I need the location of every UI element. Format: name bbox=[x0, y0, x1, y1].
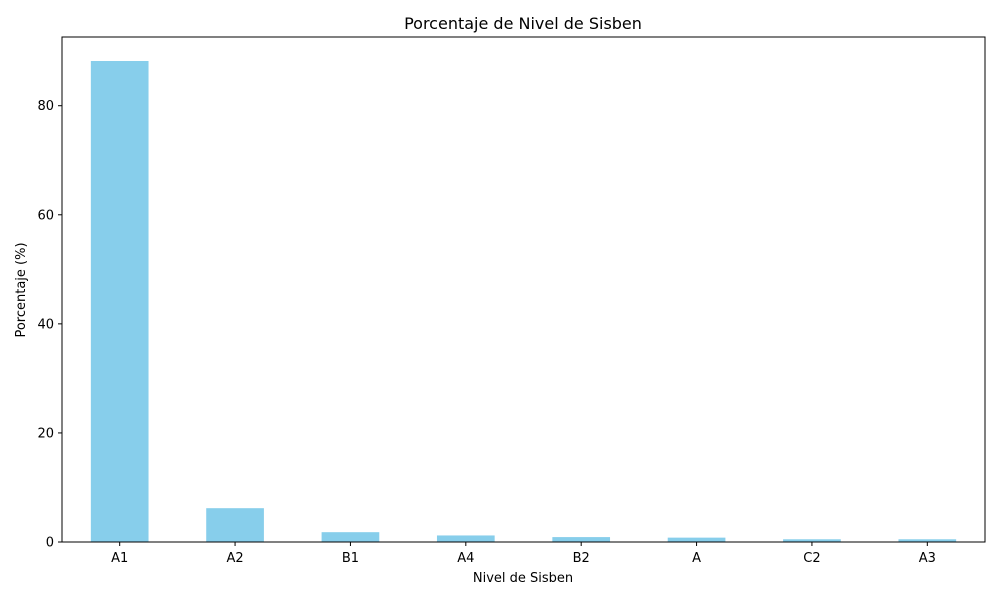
x-tick-label: A4 bbox=[457, 551, 474, 566]
chart-title: Porcentaje de Nivel de Sisben bbox=[404, 14, 642, 33]
bar-A1 bbox=[90, 60, 149, 543]
x-tick-label: A1 bbox=[111, 551, 128, 566]
bar-C2 bbox=[783, 539, 841, 542]
x-tick-label: A2 bbox=[226, 551, 243, 566]
y-tick-label: 40 bbox=[37, 317, 54, 332]
y-tick-label: 20 bbox=[37, 426, 54, 441]
x-tick-label: A3 bbox=[919, 551, 936, 566]
plot-area bbox=[90, 60, 957, 543]
x-tick-label: B2 bbox=[573, 551, 590, 566]
y-axis-label: Porcentaje (%) bbox=[14, 242, 29, 337]
x-axis: A1 A2 B1 A4 B2 A C2 A3 bbox=[111, 542, 936, 566]
x-tick-label: C2 bbox=[803, 551, 820, 566]
y-axis: 0 20 40 60 80 bbox=[37, 99, 62, 551]
x-tick-label: A bbox=[692, 551, 701, 566]
bar-A2 bbox=[206, 508, 264, 542]
bar-A3 bbox=[898, 539, 957, 542]
bar-B1 bbox=[321, 532, 380, 542]
bar-B2 bbox=[552, 537, 611, 542]
bar-A4 bbox=[436, 535, 495, 542]
x-axis-label: Nivel de Sisben bbox=[473, 571, 573, 586]
bar-A bbox=[667, 537, 726, 542]
y-tick-label: 60 bbox=[37, 208, 54, 223]
y-tick-label: 0 bbox=[46, 536, 54, 551]
plot-frame bbox=[61, 36, 986, 543]
y-tick-label: 80 bbox=[37, 99, 54, 114]
x-tick-label: B1 bbox=[342, 551, 359, 566]
